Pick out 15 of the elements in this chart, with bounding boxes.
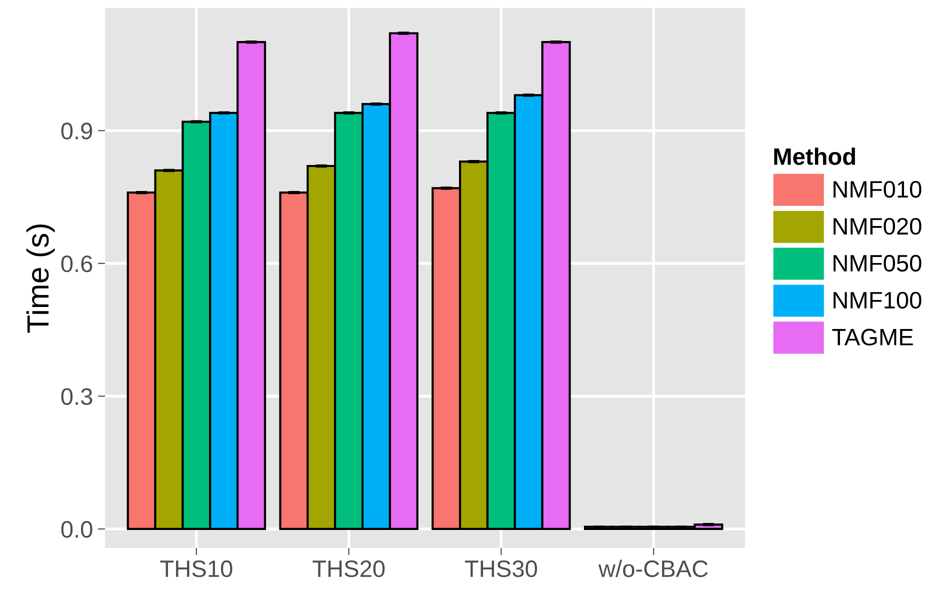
x-tick-label: THS30 [464,560,538,578]
legend-title: Method [774,148,856,165]
legend-label: NMF100 [834,292,922,309]
x-tick-label: THS10 [160,560,232,578]
x-tick-label: w/o-CBAC [598,560,708,578]
x-tick-label: THS20 [312,560,385,578]
y-tick-label: 0.6 [61,255,92,272]
y-tick-label: 0.3 [61,388,92,405]
legend-label: NMF050 [834,254,922,272]
legend-label: NMF010 [834,181,922,198]
legend-label: NMF020 [834,218,922,235]
legend-label: TAGME [832,328,913,346]
y-tick-label: 0.0 [61,521,92,538]
y-axis-title: Time (s) [26,224,55,333]
y-tick-label: 0.9 [61,122,92,140]
